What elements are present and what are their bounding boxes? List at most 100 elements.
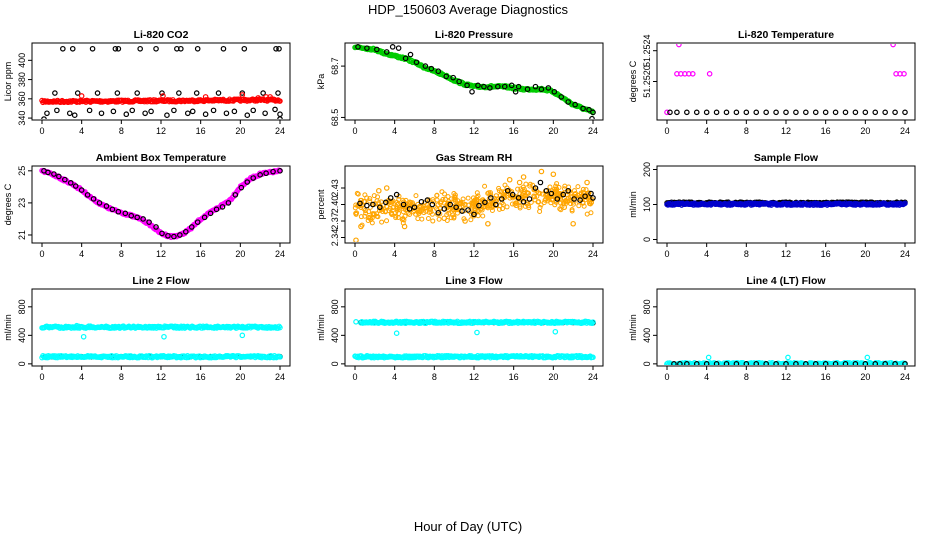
data-point [424, 197, 431, 203]
data-point [551, 88, 558, 95]
data-point [225, 200, 232, 206]
series-1 [352, 44, 596, 116]
data-point [112, 45, 119, 52]
data-point [822, 361, 829, 365]
data-point [537, 204, 543, 210]
x-tick-label: 24 [275, 372, 285, 382]
data-point [515, 83, 522, 90]
y-tick-label: 0 [642, 361, 652, 366]
data-point [178, 45, 184, 52]
x-tick-label: 4 [79, 249, 84, 259]
panel-8: Line 3 Flow ml/min 0 4 8 12 16 20 24 0 400 800 [316, 275, 604, 382]
data-point [244, 179, 251, 185]
data-point [419, 216, 425, 222]
data-point [526, 196, 533, 202]
data-point [468, 217, 474, 223]
data-point [194, 219, 201, 225]
data-point [852, 361, 859, 365]
data-point [60, 45, 66, 52]
data-point [693, 361, 700, 365]
data-point [393, 215, 399, 221]
x-tick-label: 0 [352, 249, 357, 259]
data-point [803, 109, 809, 116]
y-tick-label: 2.43 [330, 179, 340, 197]
data-point [182, 228, 189, 235]
data-point [452, 194, 458, 200]
panel-ylabel: kPa [316, 74, 326, 90]
data-point [73, 322, 80, 329]
data-point [487, 85, 493, 91]
data-point [565, 187, 572, 194]
data-point [664, 109, 670, 116]
panel-ylabel: ml/min [628, 314, 638, 341]
x-tick-label: 16 [821, 126, 831, 136]
data-point [513, 200, 519, 206]
data-point [667, 109, 673, 116]
data-point [62, 176, 68, 183]
data-point [543, 187, 550, 194]
data-point [901, 71, 907, 77]
data-point [571, 196, 577, 202]
x-tick-label: 12 [469, 372, 479, 382]
data-point [370, 201, 376, 208]
data-point [134, 214, 141, 221]
panel-title: Li-820 Pressure [435, 29, 513, 41]
data-point [215, 90, 222, 96]
data-point [520, 198, 527, 205]
data-point [793, 109, 799, 116]
data-point [201, 214, 208, 221]
panel-1: Li-820 CO2 Licor ppm 0 4 8 12 16 20 24 340 360 380 4… [3, 29, 291, 136]
data-point [448, 215, 454, 221]
y-tick-label: 21 [17, 230, 27, 240]
data-point [552, 328, 559, 335]
x-tick-label: 12 [156, 126, 166, 136]
y-tick-label: 400 [330, 328, 340, 343]
data-point [743, 109, 750, 116]
data-point [386, 208, 392, 214]
data-point [263, 170, 269, 177]
data-point [257, 172, 263, 178]
data-point [396, 210, 402, 216]
data-point [277, 168, 283, 174]
panel-9: Line 4 (LT) Flow ml/min 0 4 8 12 16 20 24 0 400 800 [628, 275, 916, 382]
data-point [664, 361, 670, 365]
data-point [244, 112, 251, 118]
data-point [369, 220, 375, 226]
panel-7: Line 2 Flow ml/min 0 4 8 12 16 20 24 0 400 800 [3, 275, 291, 382]
data-point [277, 98, 283, 104]
panel-2: Li-820 Pressure kPa 0 4 8 12 16 20 24 68.5 68.7 [316, 29, 604, 136]
data-point [426, 204, 432, 210]
data-point [862, 361, 869, 365]
y-tick-label: 400 [17, 328, 27, 343]
data-point [508, 82, 515, 89]
x-tick-label: 8 [432, 126, 437, 136]
data-point [693, 109, 700, 116]
data-point [460, 196, 466, 202]
data-point [406, 206, 413, 212]
data-point [122, 210, 129, 217]
data-point [378, 199, 384, 205]
x-tick-label: 20 [235, 372, 245, 382]
data-point [517, 203, 523, 209]
x-tick-label: 12 [156, 249, 166, 259]
data-point [451, 190, 457, 196]
data-point [430, 197, 436, 203]
x-tick-label: 4 [79, 372, 84, 382]
data-point [384, 218, 390, 224]
x-tick-label: 20 [860, 126, 870, 136]
data-point [232, 192, 239, 198]
data-point [872, 361, 879, 365]
x-tick-label: 0 [664, 249, 669, 259]
data-point [238, 184, 245, 191]
y-tick-label: 360 [17, 91, 27, 106]
data-point [171, 107, 177, 114]
series-2 [353, 168, 590, 242]
data-point [388, 211, 394, 217]
x-tick-label: 4 [392, 126, 397, 136]
data-point [362, 213, 368, 219]
data-point [793, 361, 799, 365]
data-point [383, 49, 390, 55]
data-point [277, 324, 283, 331]
data-point [148, 108, 154, 115]
data-point [474, 190, 480, 196]
